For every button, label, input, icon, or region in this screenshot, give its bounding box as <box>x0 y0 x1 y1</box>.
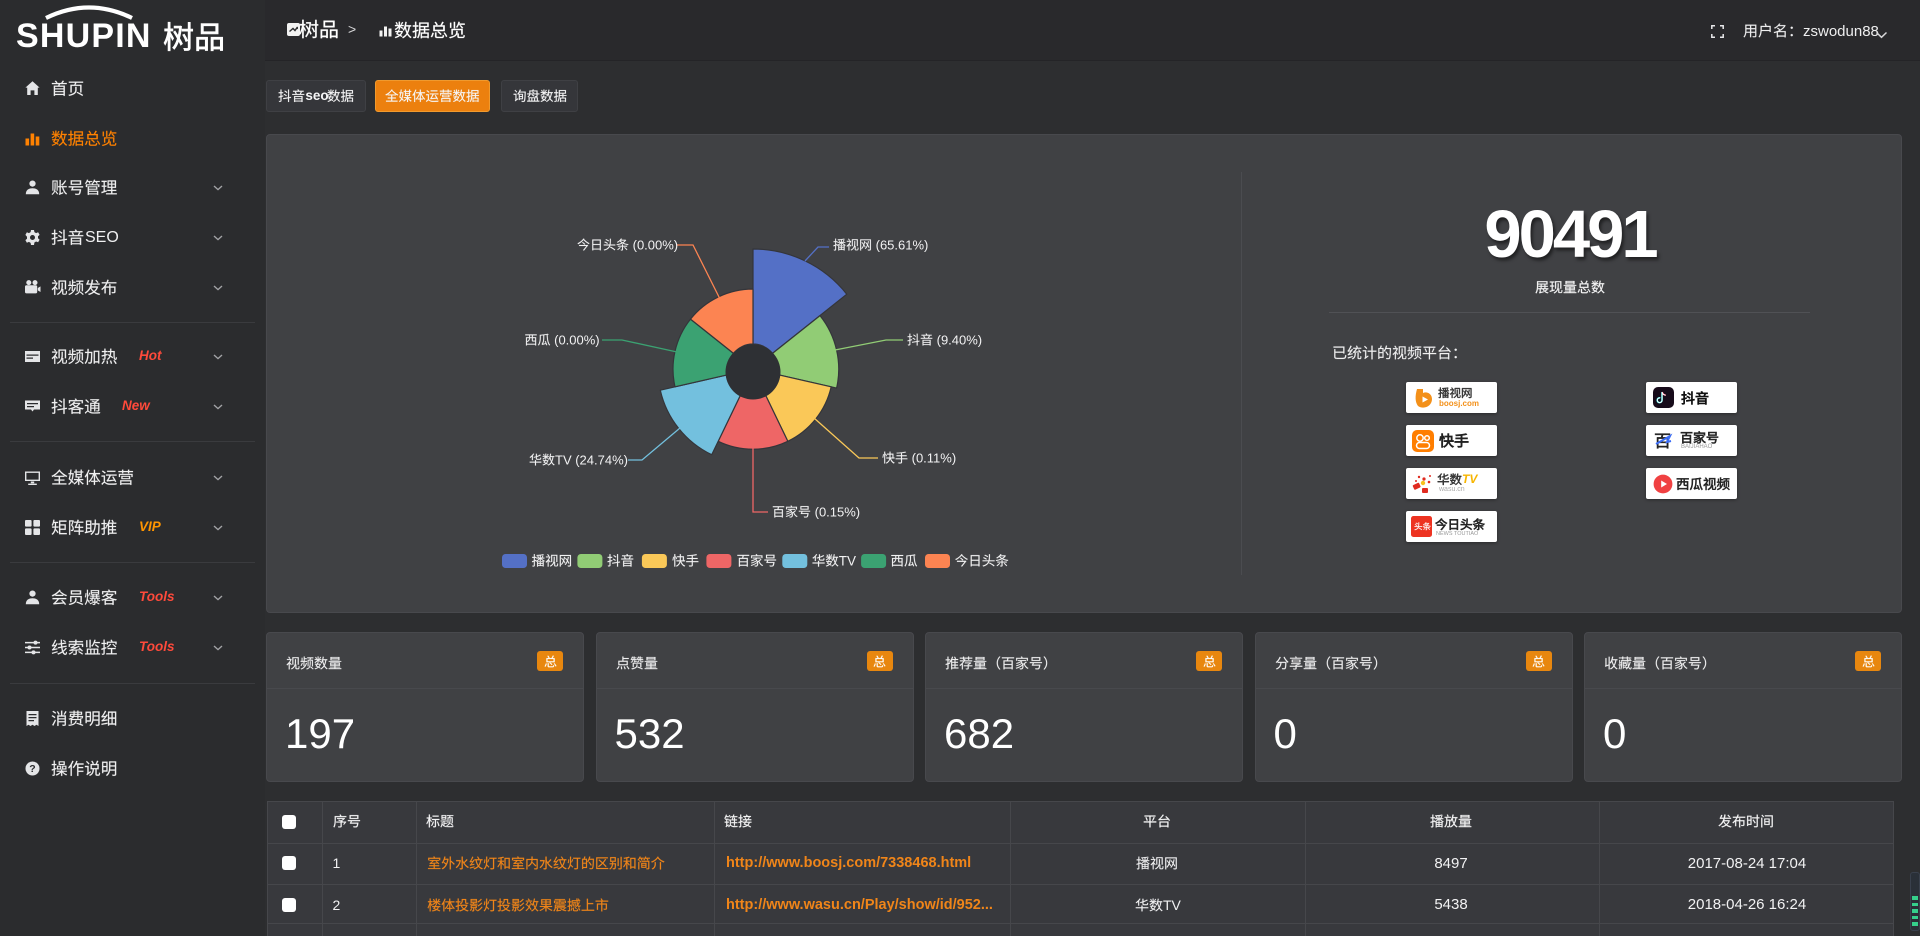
svg-text:?: ? <box>29 763 35 775</box>
svg-text:TV (24.74%): TV (24.74%) <box>555 453 628 468</box>
svg-text:TV: TV <box>839 554 856 569</box>
svg-text:(65.61%): (65.61%) <box>872 238 928 253</box>
svg-text:(0.15%): (0.15%) <box>811 505 860 520</box>
svg-text:(0.00%): (0.00%) <box>629 238 678 253</box>
svg-text:(0.00%): (0.00%) <box>551 333 600 348</box>
svg-text:(9.40%): (9.40%) <box>933 333 982 348</box>
svg-text:(0.11%): (0.11%) <box>908 451 956 466</box>
